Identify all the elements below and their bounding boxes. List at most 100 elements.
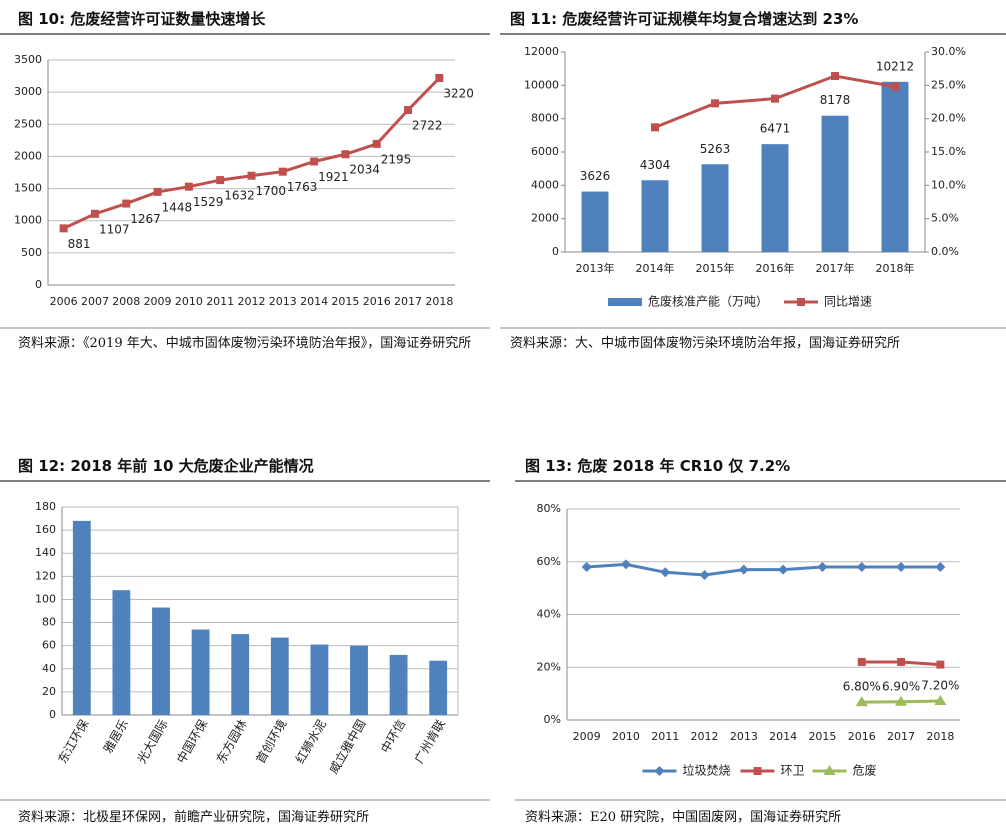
x-tick-label: 东江环保 bbox=[55, 717, 91, 766]
x-tick-label: 2018年 bbox=[876, 261, 915, 275]
marker bbox=[778, 564, 789, 575]
y-tick-label: 500 bbox=[21, 246, 42, 259]
bar bbox=[701, 164, 729, 252]
marker bbox=[310, 157, 319, 166]
y2-tick-label: 15.0% bbox=[931, 145, 966, 158]
marker bbox=[341, 150, 350, 159]
y-tick-label: 120 bbox=[35, 569, 56, 582]
marker bbox=[184, 182, 193, 191]
data-label: 1632 bbox=[224, 189, 255, 203]
marker bbox=[404, 106, 413, 115]
data-label: 6471 bbox=[760, 122, 791, 136]
marker bbox=[857, 657, 866, 666]
marker bbox=[278, 167, 287, 176]
marker bbox=[711, 99, 719, 108]
bar bbox=[310, 644, 329, 715]
bar bbox=[429, 660, 448, 715]
bar bbox=[881, 81, 909, 252]
marker bbox=[895, 695, 908, 706]
marker bbox=[934, 695, 947, 706]
y-tick-label: 1000 bbox=[14, 214, 42, 227]
source: 资料来源：北极星环保网，前瞻产业研究院，国海证券研究所 bbox=[18, 810, 370, 825]
data-label: 5263 bbox=[700, 142, 731, 156]
bar bbox=[72, 520, 91, 715]
y-tick-label: 80% bbox=[537, 502, 561, 515]
y-tick-label: 3000 bbox=[14, 85, 42, 98]
bar bbox=[270, 637, 289, 715]
line bbox=[586, 562, 941, 577]
y-tick-label: 4000 bbox=[531, 178, 559, 191]
y-tick-label: 10000 bbox=[524, 78, 559, 91]
data-label: 1107 bbox=[99, 222, 130, 236]
source: 资料来源：《2019 年大、中城市固体废物污染环境防治年报》，国海证券研究所 bbox=[18, 336, 472, 351]
source: 资料来源：E20 研究院，中国固废网，国海证券研究所 bbox=[525, 810, 842, 825]
marker bbox=[823, 765, 836, 775]
bar bbox=[112, 590, 131, 715]
data-label: 10212 bbox=[876, 59, 914, 73]
y-tick-label: 0% bbox=[544, 713, 561, 726]
data-label: 3220 bbox=[443, 87, 474, 101]
marker bbox=[897, 657, 906, 666]
x-tick-label: 2015年 bbox=[696, 261, 735, 275]
x-tick-label: 2014 bbox=[300, 295, 328, 308]
source: 资料来源：大、中城市固体废物污染环境防治年报，国海证券研究所 bbox=[510, 336, 901, 351]
marker bbox=[891, 82, 899, 91]
data-label: 1763 bbox=[287, 180, 318, 194]
bar bbox=[821, 115, 849, 252]
bar bbox=[152, 607, 170, 715]
x-tick-label: 2010 bbox=[175, 295, 203, 308]
x-tick-label: 2014年 bbox=[636, 261, 675, 275]
y-tick-label: 1500 bbox=[14, 182, 42, 195]
x-tick-label: 2013年 bbox=[576, 261, 615, 275]
x-tick-label: 2018 bbox=[425, 295, 453, 308]
y2-tick-label: 5.0% bbox=[931, 212, 959, 225]
marker bbox=[435, 74, 444, 82]
x-tick-label: 2015 bbox=[808, 730, 836, 743]
y-tick-label: 2000 bbox=[531, 212, 559, 225]
x-tick-label: 2017年 bbox=[816, 261, 855, 275]
marker bbox=[738, 564, 749, 575]
y2-tick-label: 0.0% bbox=[931, 245, 959, 258]
marker bbox=[372, 139, 381, 148]
x-tick-label: 2018 bbox=[926, 730, 954, 743]
bar bbox=[350, 645, 368, 715]
data-label: 6.90% bbox=[882, 679, 920, 693]
legend-swatch bbox=[608, 298, 642, 306]
x-tick-label: 2009 bbox=[144, 295, 172, 308]
x-tick-label: 中国环保 bbox=[173, 717, 210, 766]
y2-tick-label: 10.0% bbox=[931, 178, 966, 191]
marker bbox=[247, 171, 256, 180]
marker bbox=[797, 298, 805, 306]
data-label: 1529 bbox=[193, 195, 224, 209]
x-tick-label: 中环信 bbox=[377, 717, 408, 756]
data-label: 1700 bbox=[256, 184, 287, 198]
x-tick-label: 2011 bbox=[651, 730, 679, 743]
bar bbox=[191, 629, 210, 715]
marker bbox=[122, 199, 131, 208]
marker bbox=[896, 562, 907, 573]
bar bbox=[641, 180, 669, 252]
marker bbox=[216, 176, 225, 185]
marker bbox=[90, 209, 99, 218]
y2-tick-label: 30.0% bbox=[931, 45, 966, 58]
y2-tick-label: 25.0% bbox=[931, 78, 966, 91]
y-tick-label: 180 bbox=[35, 500, 56, 513]
data-label: 6.80% bbox=[843, 680, 881, 694]
y-tick-label: 2500 bbox=[14, 117, 42, 130]
y-tick-label: 0 bbox=[35, 278, 42, 291]
x-tick-label: 2016 bbox=[848, 730, 876, 743]
marker bbox=[855, 696, 868, 707]
x-tick-label: 2009 bbox=[573, 730, 601, 743]
bar bbox=[761, 144, 789, 252]
x-tick-label: 红狮水泥 bbox=[292, 717, 329, 766]
marker bbox=[654, 766, 665, 776]
x-tick-label: 2006 bbox=[50, 295, 78, 308]
x-tick-label: 2007 bbox=[81, 295, 109, 308]
marker bbox=[660, 567, 671, 578]
data-label: 1921 bbox=[318, 170, 349, 184]
x-tick-label: 2014 bbox=[769, 730, 797, 743]
x-tick-label: 2017 bbox=[394, 295, 422, 308]
y-tick-label: 100 bbox=[35, 592, 56, 605]
x-tick-label: 首创环境 bbox=[252, 717, 289, 766]
bar bbox=[581, 191, 609, 252]
